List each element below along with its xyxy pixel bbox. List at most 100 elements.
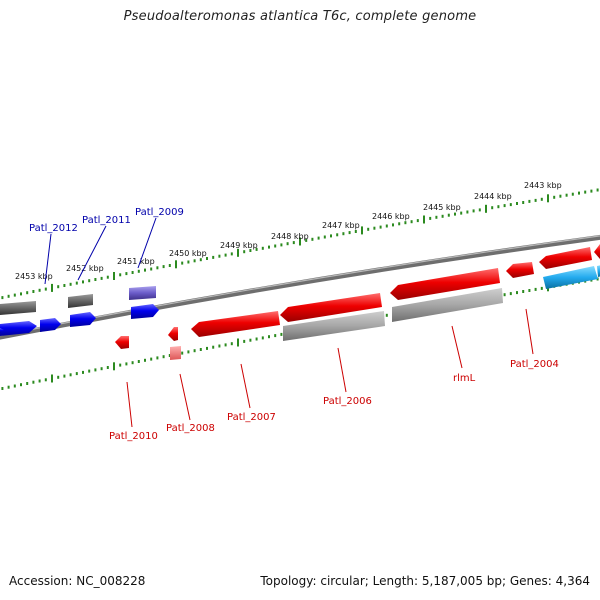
outer-ruler-minor-tick bbox=[131, 271, 134, 274]
outer-ruler-major-tick bbox=[113, 272, 115, 280]
outer-ruler-major-tick bbox=[51, 283, 53, 292]
reverse-labels: Patl_2010 Patl_2008 Patl_2007 Patl_2006 … bbox=[109, 308, 559, 442]
gene-arrow-patl-2007[interactable] bbox=[191, 311, 280, 337]
outer-ruler-minor-tick bbox=[503, 204, 506, 208]
gene-arrow-patl-2012[interactable] bbox=[0, 321, 37, 336]
outer-ruler-minor-tick bbox=[392, 223, 394, 227]
outer-ruler-major-tick bbox=[299, 237, 301, 246]
reverse-features bbox=[115, 244, 600, 360]
outer-ruler-minor-tick bbox=[584, 190, 587, 194]
inner-ruler-minor-tick bbox=[268, 335, 270, 339]
gene-arrow-patl-2006-gray[interactable] bbox=[283, 311, 385, 341]
inner-ruler-minor-tick bbox=[261, 336, 264, 340]
inner-ruler-minor-tick bbox=[274, 334, 277, 338]
leader-patl-2010 bbox=[126, 381, 133, 428]
outer-ruler-minor-tick bbox=[379, 225, 382, 229]
leader-patl-2008 bbox=[179, 373, 191, 421]
gene-arrow-patl-2011-small[interactable] bbox=[0, 328, 4, 333]
inner-ruler-minor-tick bbox=[144, 358, 146, 362]
inner-ruler-minor-tick bbox=[38, 379, 41, 383]
inner-ruler-minor-tick bbox=[150, 357, 153, 361]
gene-arrow-patl-2011-gray[interactable] bbox=[68, 294, 93, 308]
outer-ruler-minor-tick bbox=[311, 237, 314, 241]
inner-ruler-minor-tick bbox=[509, 292, 512, 296]
gene-arrow-patl-2004[interactable] bbox=[506, 262, 534, 278]
label-patl-2006[interactable]: Patl_2006 bbox=[323, 396, 372, 407]
outer-ruler-minor-tick bbox=[454, 212, 456, 216]
inner-ruler-minor-tick bbox=[168, 354, 171, 357]
inner-ruler-minor-tick bbox=[75, 372, 78, 376]
outer-ruler-minor-tick bbox=[82, 280, 84, 284]
inner-ruler-minor-tick bbox=[224, 343, 227, 347]
outer-ruler-minor-tick bbox=[565, 193, 568, 197]
inner-ruler-minor-tick bbox=[63, 374, 66, 378]
outer-ruler-minor-tick bbox=[255, 247, 258, 251]
outer-ruler-minor-tick bbox=[410, 220, 413, 224]
gene-arrow-patl-2010[interactable] bbox=[115, 336, 129, 349]
outer-ruler-minor-tick bbox=[497, 205, 500, 209]
leader-patl-2012 bbox=[44, 233, 52, 285]
label-patl-2007[interactable]: Patl_2007 bbox=[227, 412, 276, 423]
label-patl-2009[interactable]: Patl_2009 bbox=[135, 207, 184, 218]
label-patl-2008[interactable]: Patl_2008 bbox=[166, 423, 215, 434]
gene-arrow-red-right[interactable] bbox=[539, 247, 592, 269]
inner-ruler-minor-tick bbox=[82, 370, 84, 374]
inner-ruler-major-tick bbox=[51, 374, 53, 383]
outer-ruler-minor-tick bbox=[292, 241, 295, 245]
gene-arrow-blue-2[interactable] bbox=[40, 318, 61, 332]
inner-ruler-minor-tick bbox=[522, 290, 525, 293]
label-patl-2012[interactable]: Patl_2012 bbox=[29, 223, 78, 234]
gene-arrow-patl-2008[interactable] bbox=[168, 327, 178, 341]
label-patl-2011[interactable]: Patl_2011 bbox=[82, 215, 131, 226]
outer-ruler-minor-tick bbox=[268, 245, 270, 249]
outer-ruler-minor-tick bbox=[348, 231, 351, 235]
outer-ruler-minor-tick bbox=[305, 238, 308, 242]
outer-ruler-minor-tick bbox=[206, 257, 208, 260]
inner-ruler-minor-tick bbox=[503, 293, 506, 297]
outer-ruler-minor-tick bbox=[243, 250, 246, 254]
label-rlml[interactable]: rlmL bbox=[453, 373, 476, 384]
gene-arrow-cyan-2[interactable] bbox=[597, 265, 600, 277]
outer-ruler-minor-tick bbox=[354, 230, 357, 233]
outer-ruler-minor-tick bbox=[187, 260, 190, 264]
label-patl-2010[interactable]: Patl_2010 bbox=[109, 431, 158, 442]
leader-patl-2009 bbox=[137, 217, 157, 269]
gene-arrow-rlml[interactable] bbox=[390, 268, 500, 300]
outer-ruler-minor-tick bbox=[596, 188, 599, 192]
outer-ruler-minor-tick bbox=[168, 264, 171, 267]
outer-ruler-minor-tick bbox=[522, 201, 525, 204]
ruler-label: 2453 kbp bbox=[15, 272, 53, 281]
outer-ruler-minor-tick bbox=[323, 235, 326, 239]
inner-ruler-minor-tick bbox=[88, 369, 91, 373]
gene-arrow-rlml-gray[interactable] bbox=[392, 288, 503, 322]
gene-arrow-patl-2009-purple[interactable] bbox=[129, 286, 156, 300]
outer-ruler-minor-tick bbox=[274, 244, 277, 248]
outer-ruler-minor-tick bbox=[317, 236, 320, 240]
inner-ruler-minor-tick bbox=[26, 382, 29, 385]
gene-arrow-patl-2006[interactable] bbox=[280, 293, 382, 322]
inner-ruler-minor-tick bbox=[20, 383, 22, 387]
gene-arrow-patl-2012-gray[interactable] bbox=[0, 301, 36, 315]
label-patl-2004[interactable]: Patl_2004 bbox=[510, 359, 559, 370]
outer-ruler-minor-tick bbox=[150, 267, 153, 271]
gene-arrow-patl-2011[interactable] bbox=[70, 312, 96, 327]
inner-ruler-minor-tick bbox=[131, 361, 134, 365]
outer-ruler-minor-tick bbox=[57, 285, 60, 289]
outer-ruler-minor-tick bbox=[534, 198, 537, 202]
outer-ruler-minor-tick bbox=[32, 290, 35, 293]
inner-ruler-minor-tick bbox=[181, 351, 184, 355]
accession-text: Accession: NC_008228 bbox=[9, 574, 146, 588]
inner-ruler-minor-tick bbox=[162, 355, 165, 359]
gene-arrow-patl-2009[interactable] bbox=[131, 304, 159, 319]
outer-ruler-minor-tick bbox=[249, 249, 252, 252]
outer-ruler-minor-tick bbox=[516, 202, 518, 205]
ruler-label: 2449 kbp bbox=[220, 241, 258, 250]
leader-patl-2006 bbox=[337, 347, 347, 393]
gene-arrow-patl-2008-pink[interactable] bbox=[170, 346, 181, 360]
gene-arrow-red-edge[interactable] bbox=[594, 244, 600, 259]
outer-ruler-major-tick bbox=[361, 226, 363, 235]
ruler-label: 2451 kbp bbox=[117, 257, 155, 266]
outer-ruler-minor-tick bbox=[193, 259, 196, 263]
ruler-label: 2446 kbp bbox=[372, 212, 410, 221]
gene-arrow-cyan[interactable] bbox=[543, 266, 598, 289]
